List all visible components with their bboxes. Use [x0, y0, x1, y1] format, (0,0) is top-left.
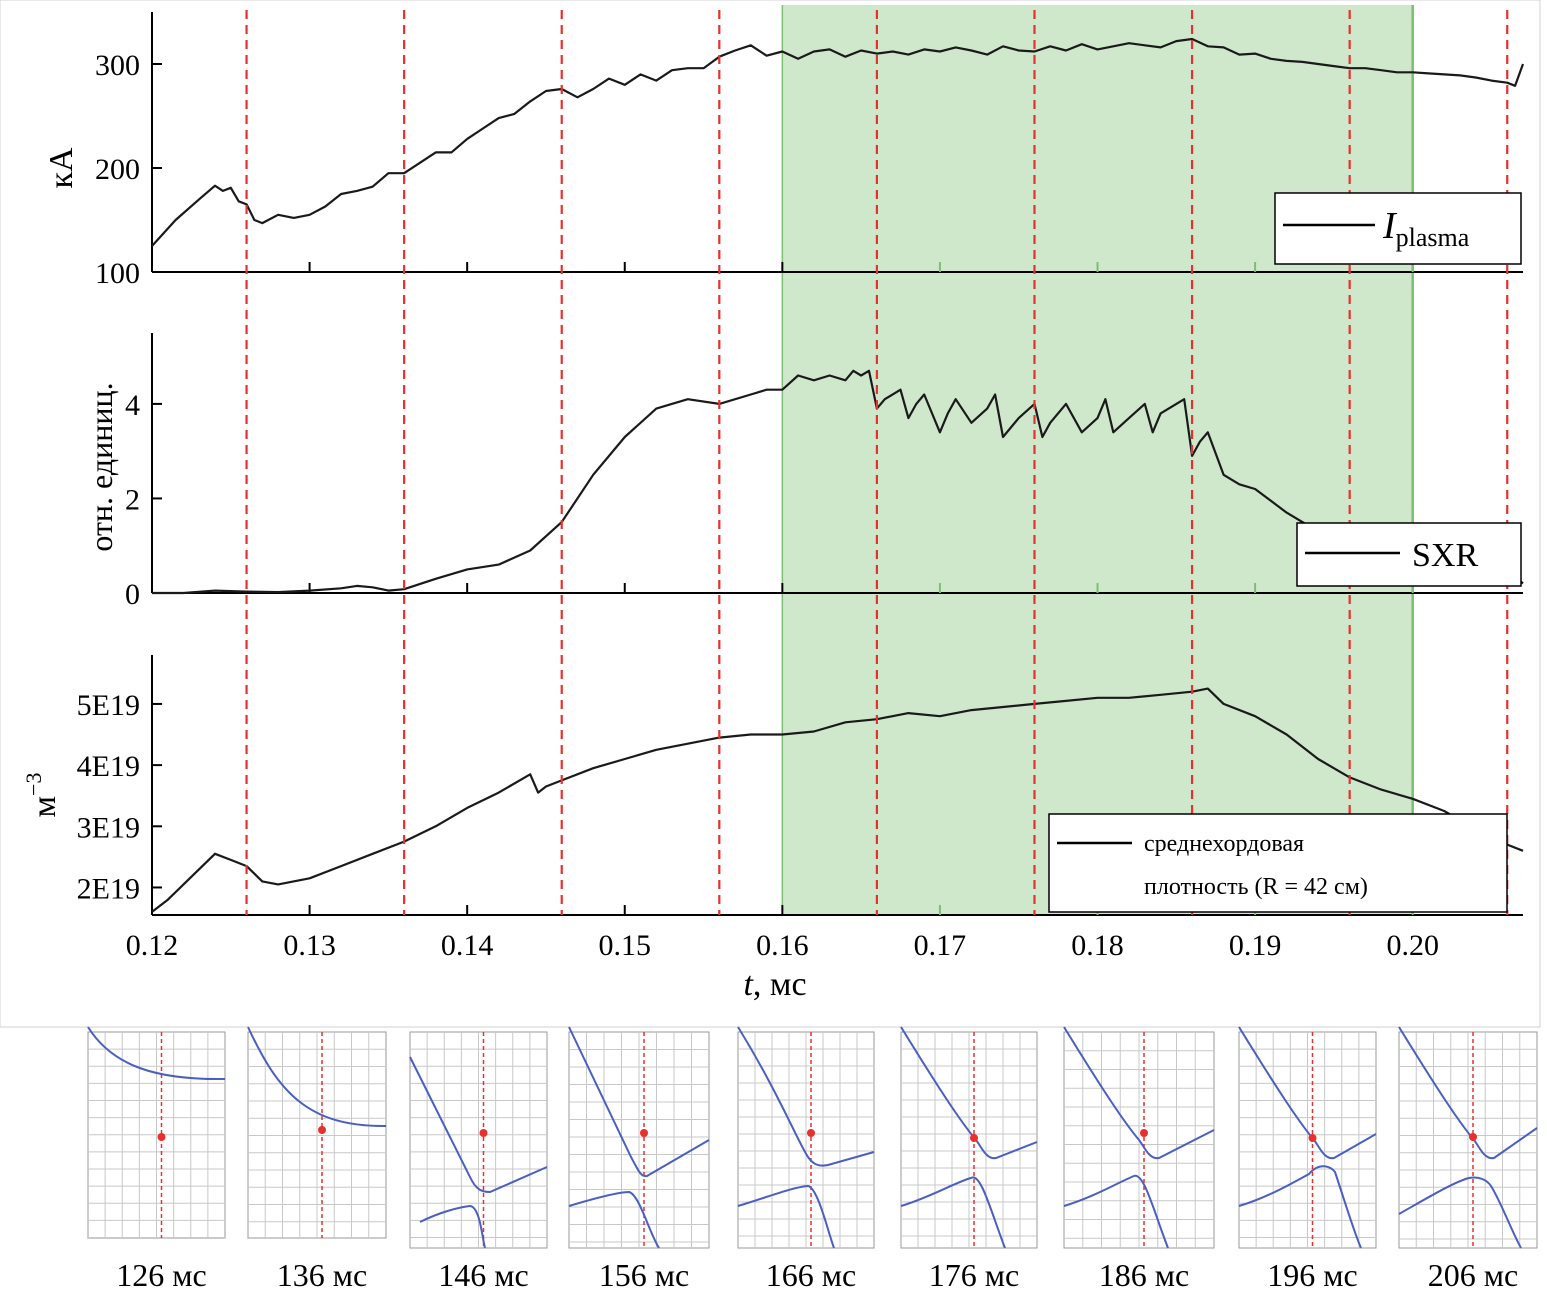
highlight-region: [781, 5, 1414, 915]
thumb-curve-4-1: [737, 1184, 835, 1249]
y-tick-label-2-0: 2E19: [77, 872, 140, 905]
x-axis-label-var: t: [743, 966, 754, 1003]
y-label-density-unit: м: [26, 796, 63, 818]
thumb-curve-7-1: [1238, 1165, 1362, 1249]
svg-text:м−3: м−3: [21, 773, 63, 818]
thumb-curve-3-1: [568, 1190, 660, 1249]
thumbnail-6: 186 мс: [1063, 1026, 1215, 1293]
thumbnail-8: 206 мс: [1398, 1026, 1538, 1293]
x-tick-label-6: 0.18: [1071, 929, 1124, 962]
thumb-curve-1-0: [247, 1026, 387, 1128]
y-label-current: кА: [43, 147, 80, 189]
thumbnail-0: 126 мс: [87, 1026, 226, 1293]
thumbnail-label-2: 146 мс: [438, 1257, 528, 1293]
thumb-curve-2-1: [419, 1204, 486, 1249]
thumb-curve-4-0: [737, 1026, 875, 1167]
series-line-2: [151, 687, 1524, 913]
thumbnail-strip: 126 мс 136 мс 146 мс 156 мс 166 мс 176 мс 186 …: [87, 1026, 1538, 1293]
legend-density-line1: среднехордовая: [1144, 831, 1304, 857]
thumb-curve-5-1: [900, 1176, 1006, 1249]
thumb-dot-2: [479, 1129, 488, 1137]
x-axis-label-unit: , мс: [753, 966, 807, 1003]
highlight-rect: [782, 5, 1413, 915]
series-layer: [151, 37, 1525, 913]
y-tick-label-2-2: 4E19: [77, 750, 140, 783]
y-tick-label-1-1: 2: [125, 483, 140, 516]
thumb-curve-3-0: [568, 1026, 710, 1178]
thumb-dot-7: [1308, 1134, 1317, 1142]
thumbnail-label-1: 136 мс: [277, 1257, 367, 1293]
thumb-dot-6: [1140, 1129, 1148, 1137]
legend-sxr: SXR: [1296, 522, 1522, 587]
thumbnail-7: 196 мс: [1238, 1026, 1377, 1293]
legend-density-line2: плотность (R = 42 см): [1144, 874, 1368, 900]
thumb-dot-8: [1469, 1133, 1477, 1141]
thumb-dot-4: [807, 1129, 815, 1137]
thumbnail-label-0: 126 мс: [116, 1257, 206, 1293]
thumb-curve-0-0: [87, 1026, 226, 1081]
series-line-0: [151, 37, 1525, 247]
thumb-dot-0: [157, 1133, 166, 1141]
legend-density-box: [1048, 813, 1508, 913]
thumbnail-label-4: 166 мс: [766, 1257, 856, 1293]
y-label-density: м−3: [21, 773, 63, 818]
thumbnail-2: 146 мс: [409, 1031, 548, 1293]
thumb-dot-3: [640, 1129, 648, 1137]
legend-sxr-label: SXR: [1412, 537, 1478, 574]
thumbnail-label-5: 176 мс: [929, 1257, 1019, 1293]
x-tick-label-1: 0.13: [283, 929, 336, 962]
legend-sxr-box: [1296, 522, 1522, 587]
thumb-curve-6-1: [1063, 1174, 1169, 1249]
axes: 100 200 300 0 2 4 2E19 3E19 4E19 5E19 0.12 0.13 0.14…: [77, 12, 1523, 962]
x-tick-label-4: 0.16: [756, 929, 809, 962]
legend-density: среднехордовая плотность (R = 42 см): [1048, 813, 1508, 913]
marker-lines: [245, 10, 1509, 915]
legend-current-box: [1274, 192, 1522, 265]
legend-current: Iplasma: [1274, 192, 1522, 265]
x-axis-label: t, мс: [743, 966, 806, 1003]
y-label-density-sup: −3: [21, 773, 46, 796]
x-tick-label-7: 0.19: [1229, 929, 1282, 962]
y-tick-label-0-2: 300: [95, 49, 140, 82]
y-tick-label-0-1: 200: [95, 153, 140, 186]
thumbnail-label-7: 196 мс: [1267, 1257, 1357, 1293]
thumbnail-1: 136 мс: [247, 1026, 387, 1293]
thumb-curve-8-1: [1398, 1176, 1522, 1249]
x-tick-label-0: 0.12: [126, 929, 179, 962]
y-tick-label-1-0: 0: [125, 578, 140, 611]
thumb-curve-2-0: [409, 1056, 548, 1194]
y-tick-label-0-0: 100: [95, 257, 140, 290]
thumbnail-4: 166 мс: [737, 1026, 875, 1293]
legend-current-main: I: [1382, 205, 1398, 247]
x-tick-label-2: 0.14: [441, 929, 494, 962]
y-label-sxr: отн. единиц.: [83, 382, 119, 551]
thumbnail-label-6: 186 мс: [1099, 1257, 1189, 1293]
legend-current-label: Iplasma: [1382, 205, 1470, 252]
series-line-1: [152, 369, 1524, 595]
thumbnail-3: 156 мс: [568, 1026, 710, 1293]
thumb-dot-5: [970, 1134, 978, 1142]
y-tick-label-2-1: 3E19: [77, 811, 140, 844]
legend-current-sub: plasma: [1396, 223, 1470, 252]
thumb-dot-1: [318, 1126, 326, 1134]
thumbnail-label-8: 206 мс: [1428, 1257, 1518, 1293]
x-tick-label-8: 0.20: [1386, 929, 1439, 962]
x-tick-label-5: 0.17: [914, 929, 967, 962]
y-tick-label-1-2: 4: [125, 389, 140, 422]
y-tick-label-2-3: 5E19: [77, 689, 140, 722]
x-tick-label-3: 0.15: [599, 929, 652, 962]
thumbnail-label-3: 156 мс: [599, 1257, 689, 1293]
thumbnail-5: 176 мс: [900, 1026, 1038, 1293]
thumb-curve-6-0: [1063, 1026, 1215, 1160]
